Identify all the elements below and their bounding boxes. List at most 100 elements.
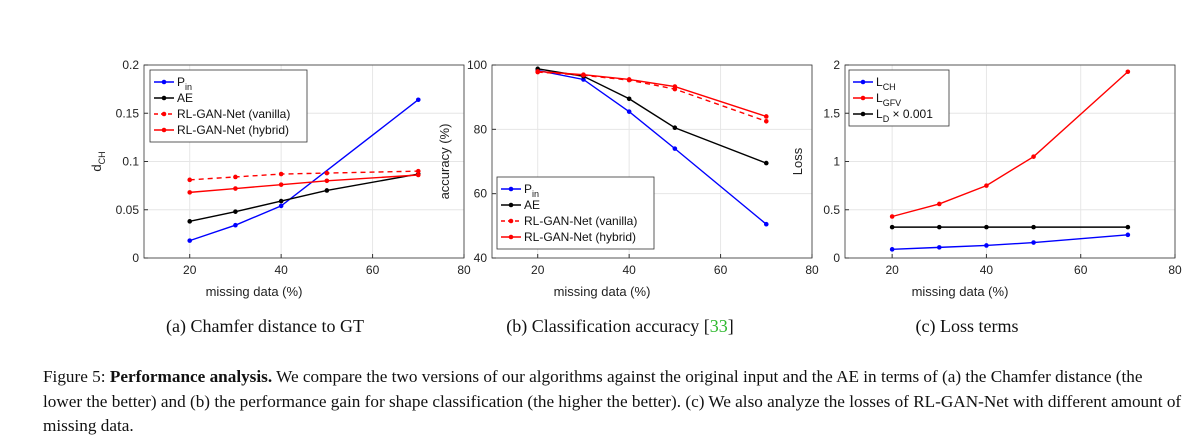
data-point [763, 160, 769, 166]
data-point [984, 183, 989, 188]
legend-label: RL-GAN-Net (vanilla) [177, 107, 290, 121]
figure-caption: Figure 5: Performance analysis. We compa… [43, 365, 1183, 439]
legend-label-sub: GFV [883, 98, 902, 108]
caption-prefix: Figure 5: [43, 367, 110, 386]
x-tick-label: 20 [531, 263, 545, 277]
citation-link[interactable]: 33 [709, 316, 728, 336]
data-point [626, 109, 632, 114]
y-tick-label: 0.2 [122, 58, 139, 72]
caption-bold: Performance analysis. [109, 367, 273, 386]
x-tick-label: 80 [805, 263, 819, 277]
data-point [936, 201, 942, 207]
legend-label: AE [177, 91, 193, 105]
legend-marker [161, 79, 167, 85]
y-tick-label: 100 [467, 58, 487, 72]
y-tick-label: 0.15 [116, 106, 140, 120]
legend-marker [508, 234, 514, 240]
series-line [189, 170, 419, 181]
x-tick-label: 40 [274, 263, 288, 277]
legend-label-sub: D [883, 114, 890, 124]
x-axis-label: missing data (%) [554, 284, 651, 299]
y-tick-label: 0.1 [122, 155, 139, 169]
data-point [233, 174, 238, 180]
data-point [936, 245, 942, 250]
legend-label-suffix: × 0.001 [889, 107, 933, 121]
data-point [1031, 224, 1036, 230]
data-point [889, 214, 895, 219]
data-point [1125, 69, 1131, 75]
x-tick-label: 40 [980, 263, 994, 277]
y-tick-label: 2 [833, 58, 840, 72]
x-tick-label: 40 [622, 263, 636, 277]
legend-box [496, 176, 655, 250]
legend-label: RL-GAN-Net (hybrid) [177, 123, 289, 137]
y-tick-label: 1.5 [823, 106, 840, 120]
legend-marker [161, 95, 167, 101]
data-point [1031, 154, 1036, 159]
y-axis-label: Loss [790, 147, 805, 175]
y-tick-label: 1 [833, 155, 840, 169]
plot-frame [491, 64, 813, 259]
data-point [187, 238, 193, 243]
data-point [889, 247, 895, 252]
y-tick-label: 0.05 [116, 203, 140, 217]
data-point [233, 209, 238, 214]
x-tick-label: 80 [457, 263, 471, 277]
legend-marker [508, 218, 514, 224]
x-tick-label: 20 [885, 263, 899, 277]
legend-label: LD × 0.001 [876, 107, 933, 124]
data-point [278, 182, 284, 187]
subcaption-c: (c) Loss terms [802, 316, 1132, 337]
data-point [672, 146, 678, 151]
legend-label: AE [524, 198, 540, 212]
legend-box [149, 69, 308, 143]
data-point [1125, 232, 1131, 238]
data-point [278, 198, 284, 204]
data-point [415, 97, 421, 103]
series-line [189, 174, 419, 194]
series-line [892, 234, 1128, 251]
data-point [187, 219, 193, 224]
data-point [626, 96, 632, 102]
subcaption-b-text: (b) Classification accuracy [ [506, 316, 710, 336]
legend-marker [508, 186, 514, 192]
chart-a-panel: 20 40 60 80 0 0.05 0.1 0.15 0.2 missing data (%) d… [70, 50, 471, 305]
y-tick-label: 60 [474, 187, 488, 201]
data-point [1031, 240, 1036, 245]
data-point [415, 168, 421, 174]
data-point [278, 203, 284, 209]
x-tick-label: 60 [714, 263, 728, 277]
data-point [187, 177, 193, 183]
y-axis-label: accuracy (%) [437, 124, 452, 200]
legend-marker [161, 111, 167, 117]
data-point [278, 171, 284, 177]
data-point [936, 224, 942, 230]
data-point [581, 77, 586, 82]
chart-a-svg: 20 40 60 80 0 0.05 0.1 0.15 0.2 missing data (%) d… [89, 58, 471, 299]
legend-marker [860, 111, 866, 117]
x-tick-label: 20 [183, 263, 197, 277]
x-axis-label: missing data (%) [206, 284, 303, 299]
data-point [763, 114, 769, 119]
data-point [324, 170, 330, 176]
legend-label-sub: in [185, 82, 192, 92]
chart-c-panel: 20 40 60 80 0 0.5 1 1.5 2 missing data (%) Loss LCH… [775, 50, 1182, 305]
caption-text: We compare the two versions of our algor… [43, 367, 1182, 435]
legend-label-sub: CH [883, 82, 896, 92]
legend-marker [860, 79, 866, 85]
legend-marker [508, 202, 514, 208]
data-point [984, 243, 989, 248]
chart-b-panel: 20 40 60 80 40 60 80 100 missing data (%) accurac… [424, 50, 824, 305]
data-point [672, 84, 678, 89]
data-point [581, 72, 586, 77]
subcaption-b: (b) Classification accuracy [33] [455, 316, 785, 337]
data-point [324, 188, 330, 193]
x-tick-label: 60 [1074, 263, 1088, 277]
subcaption-b-suffix: ] [727, 316, 734, 336]
data-point [1125, 224, 1131, 230]
data-point [626, 77, 632, 82]
data-point [233, 222, 238, 228]
data-point [324, 178, 330, 184]
chart-c-svg: 20 40 60 80 0 0.5 1 1.5 2 missing data (%) Loss LCH… [790, 58, 1182, 299]
